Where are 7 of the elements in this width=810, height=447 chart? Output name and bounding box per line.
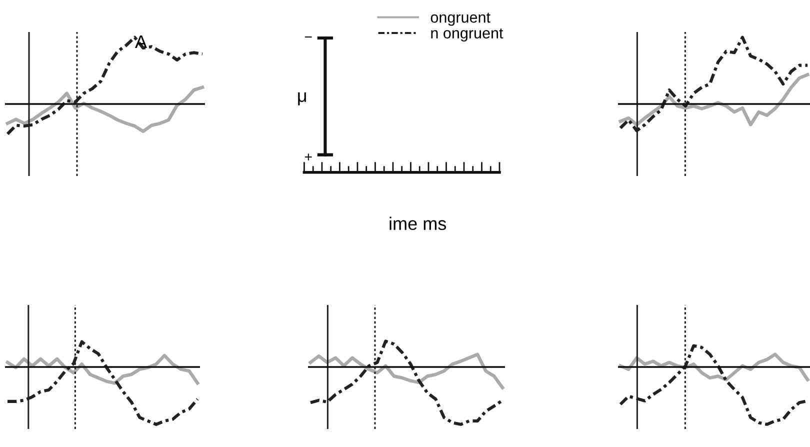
annotation: A [135, 36, 147, 48]
text: + [305, 154, 312, 160]
legend-label: n ongruent [431, 28, 504, 42]
text: ime ms [390, 216, 446, 230]
text: μ [298, 92, 306, 106]
text: − [305, 36, 312, 38]
legend-label: ongruent [430, 12, 490, 26]
